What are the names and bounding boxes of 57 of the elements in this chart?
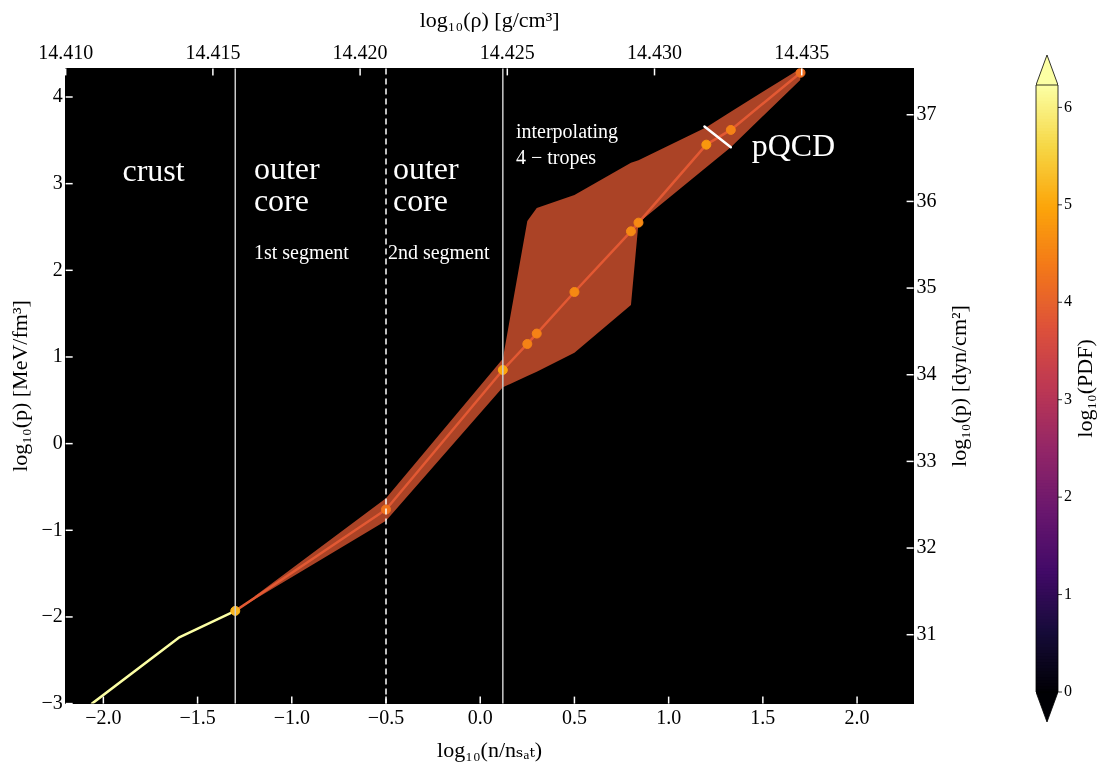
x2-tick-label: 14.420 [332,40,388,63]
y-tick-label: 1 [52,344,63,367]
y2-tick-label: 31 [916,621,937,644]
y-tick-label: −3 [41,690,63,713]
annotation: interpolating 4 − tropes [515,120,619,170]
y-tick-label: 2 [52,257,63,280]
y2-axis-title: log₁₀(p) [dyn/cm²] [945,305,971,467]
point [531,328,542,339]
y2-tick-label: 33 [916,448,937,471]
x-tick-label: −2.0 [85,705,122,728]
x2-tick-label: 14.430 [627,40,683,63]
annotation: pQCD [751,126,836,163]
y-tick-label: 3 [52,170,63,193]
y2-tick-label: 37 [916,102,937,125]
y-tick-label: −1 [41,517,63,540]
annotation: 1st segment [253,241,350,265]
color-bar-label: 5 [1064,195,1072,213]
color-bar-label: 6 [1064,97,1072,115]
x2-tick-label: 14.410 [38,40,94,63]
color-bar-label: 2 [1064,487,1072,505]
point [522,338,533,349]
color-bar-label: 1 [1064,584,1072,602]
y2-tick-label: 34 [916,361,937,384]
point [625,226,636,237]
y2-tick-label: 32 [916,535,937,558]
y-tick-label: 0 [52,430,63,453]
y-tick-label: 4 [52,84,63,107]
annotation: 2nd segment [387,241,490,265]
y-axis-title: log₁₀(p) [MeV/fm³] [6,300,32,472]
x2-tick-label: 14.435 [774,40,830,63]
x-tick-label: 0.5 [561,705,587,728]
y-tick-label: −2 [41,604,63,627]
point [569,286,580,297]
color-bar-label: 3 [1064,389,1072,407]
x2-axis-title: log₁₀(ρ) [g/cm³] [419,6,560,32]
x2-tick-label: 14.415 [185,40,241,63]
x-tick-label: 1.0 [656,705,682,728]
point [701,139,712,150]
point [725,124,736,135]
point [795,68,806,78]
x-tick-label: 2.0 [844,705,870,728]
x-tick-label: 0.0 [467,705,493,728]
x-axis-title: log₁₀(n/nₛₐₜ) [437,736,543,762]
color-bar-title: log₁₀(PDF) [1071,339,1097,438]
color-bar-label: 4 [1064,292,1072,310]
y2-tick-label: 35 [916,275,937,298]
annotation: crust [122,151,185,188]
point [633,217,644,228]
annotation: outer core [392,150,460,219]
annotation: outer core [253,150,321,219]
x-tick-label: 1.5 [750,705,776,728]
color-bar-label: 0 [1064,682,1072,700]
x-tick-label: −1.5 [179,705,216,728]
x-tick-label: −0.5 [367,705,405,728]
y2-tick-label: 36 [916,188,937,211]
x2-tick-label: 14.425 [479,40,535,63]
x-tick-label: −1.0 [273,705,310,728]
